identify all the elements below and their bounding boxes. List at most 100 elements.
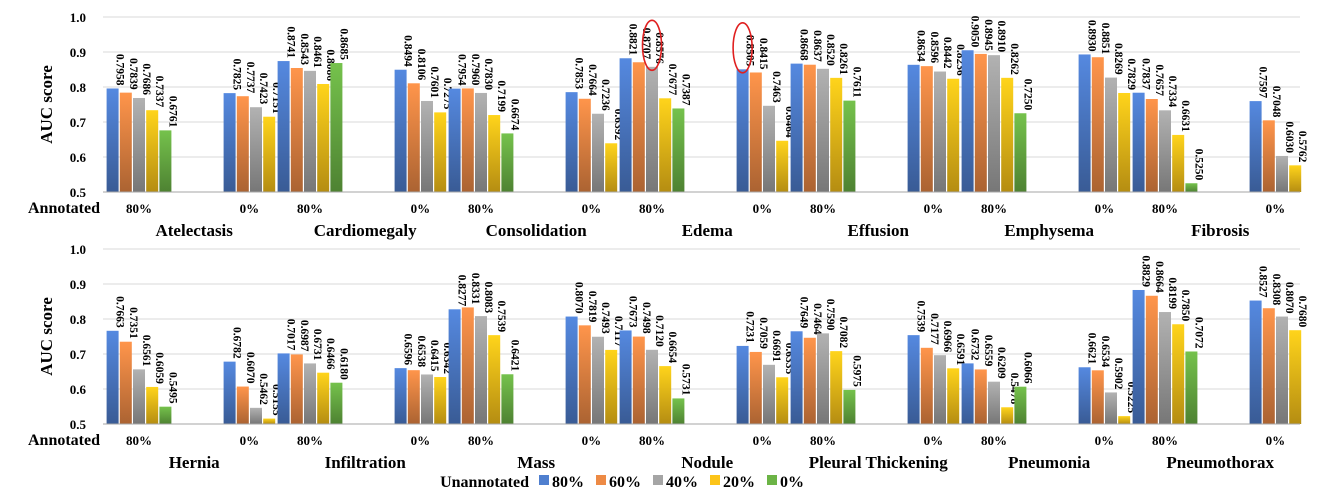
- y-tick-label: 1.0: [70, 10, 86, 25]
- bar: [1249, 300, 1262, 424]
- bar: [578, 325, 591, 424]
- bar: [277, 353, 290, 424]
- bar: [317, 372, 330, 424]
- data-label: 0.6654: [666, 331, 678, 363]
- bar: [605, 143, 618, 192]
- data-label: 0.7954: [456, 54, 468, 86]
- data-label: 0.6591: [954, 334, 966, 366]
- bar: [330, 382, 343, 424]
- bar: [461, 307, 474, 424]
- bar: [236, 386, 249, 424]
- bar: [672, 398, 685, 424]
- data-label: 0.8106: [415, 49, 427, 81]
- bar: [934, 71, 946, 192]
- legend-label: 20%: [723, 474, 755, 491]
- data-label: 0.7657: [1153, 64, 1165, 96]
- data-label: 0.6534: [1099, 336, 1111, 368]
- data-label: 0.7463: [770, 71, 782, 103]
- annotated-percent-label: 80%: [639, 433, 665, 448]
- bar: [250, 407, 262, 424]
- bar: [146, 386, 159, 424]
- top-panel: 0.5 0.6 0.7 0.8 0.9 1.0 AUC score Annotated 0.79…: [28, 10, 1308, 240]
- data-label: 0.5731: [679, 364, 691, 396]
- bar: [565, 92, 578, 192]
- bar: [1262, 120, 1275, 192]
- y-tick-label: 0.9: [70, 45, 87, 60]
- bar: [223, 361, 236, 424]
- bar: [843, 100, 856, 192]
- data-label: 0.7677: [666, 64, 678, 96]
- bar: [488, 115, 501, 192]
- bar: [277, 61, 290, 192]
- bar: [448, 88, 461, 192]
- annotated-percent-label: 80%: [126, 201, 152, 216]
- data-label: 0.7464: [811, 303, 823, 335]
- data-label: 0.7072: [1192, 317, 1204, 349]
- bar: [907, 335, 920, 424]
- annotated-percent-label: 80%: [126, 433, 152, 448]
- disease-group-label: Consolidation: [486, 221, 588, 240]
- bar: [119, 341, 132, 424]
- data-label: 0.6066: [1021, 352, 1033, 384]
- data-label: 0.6631: [1179, 100, 1191, 132]
- data-label: 0.8331: [469, 273, 481, 305]
- annotated-percent-label: 0%: [411, 433, 431, 448]
- data-label: 0.8664: [1153, 261, 1165, 293]
- disease-group-label: Nodule: [681, 453, 733, 472]
- data-label: 0.7250: [1021, 79, 1033, 111]
- bar: [236, 96, 249, 192]
- annotated-percent-label: 0%: [1095, 433, 1115, 448]
- data-label: 0.7958: [114, 54, 126, 86]
- bar: [1172, 134, 1185, 192]
- bar: [1078, 54, 1091, 193]
- bar: [830, 351, 843, 424]
- bar: [659, 98, 672, 192]
- highlight-circle: [732, 22, 753, 74]
- annotated-percent-label: 80%: [297, 201, 323, 216]
- disease-group-label: Pneumothorax: [1166, 453, 1274, 472]
- bar: [592, 113, 604, 192]
- data-label: 0.6761: [166, 96, 178, 128]
- data-label: 0.8277: [456, 275, 468, 307]
- bar: [133, 369, 145, 424]
- bar: [830, 77, 843, 192]
- bar: [317, 83, 330, 192]
- annotated-percent-label: 80%: [981, 201, 1007, 216]
- data-label: 0.6209: [995, 347, 1007, 379]
- bar: [501, 374, 514, 424]
- annotated-percent-label: 0%: [753, 433, 773, 448]
- bar: [421, 100, 433, 192]
- data-label: 0.7829: [1125, 58, 1137, 90]
- annotated-percent-label: 0%: [1266, 201, 1286, 216]
- bar: [159, 130, 172, 192]
- bar: [434, 112, 447, 192]
- data-label: 0.8707: [640, 28, 652, 60]
- annotated-percent-label: 0%: [1095, 201, 1115, 216]
- disease-group-label: Atelectasis: [155, 221, 233, 240]
- annotated-percent-label: 80%: [297, 433, 323, 448]
- bar: [159, 406, 172, 424]
- bar: [421, 374, 433, 424]
- data-label: 0.8945: [982, 19, 994, 51]
- data-label: 0.7664: [586, 64, 598, 96]
- bar: [920, 66, 933, 192]
- data-label: 0.8821: [627, 24, 639, 56]
- annotated-percent-label: 0%: [924, 433, 944, 448]
- annotated-percent-label: 80%: [468, 433, 494, 448]
- bar: [1289, 330, 1302, 424]
- bar: [1145, 99, 1158, 192]
- data-label: 0.6466: [324, 338, 336, 370]
- bar: [605, 349, 618, 424]
- bar: [947, 368, 960, 424]
- bar: [1249, 101, 1262, 192]
- data-label: 0.7686: [140, 63, 152, 95]
- data-label: 0.9050: [969, 16, 981, 48]
- data-label: 0.7351: [127, 307, 139, 339]
- data-label: 0.7737: [244, 62, 256, 94]
- bar: [394, 69, 407, 192]
- data-label: 0.7825: [231, 59, 243, 91]
